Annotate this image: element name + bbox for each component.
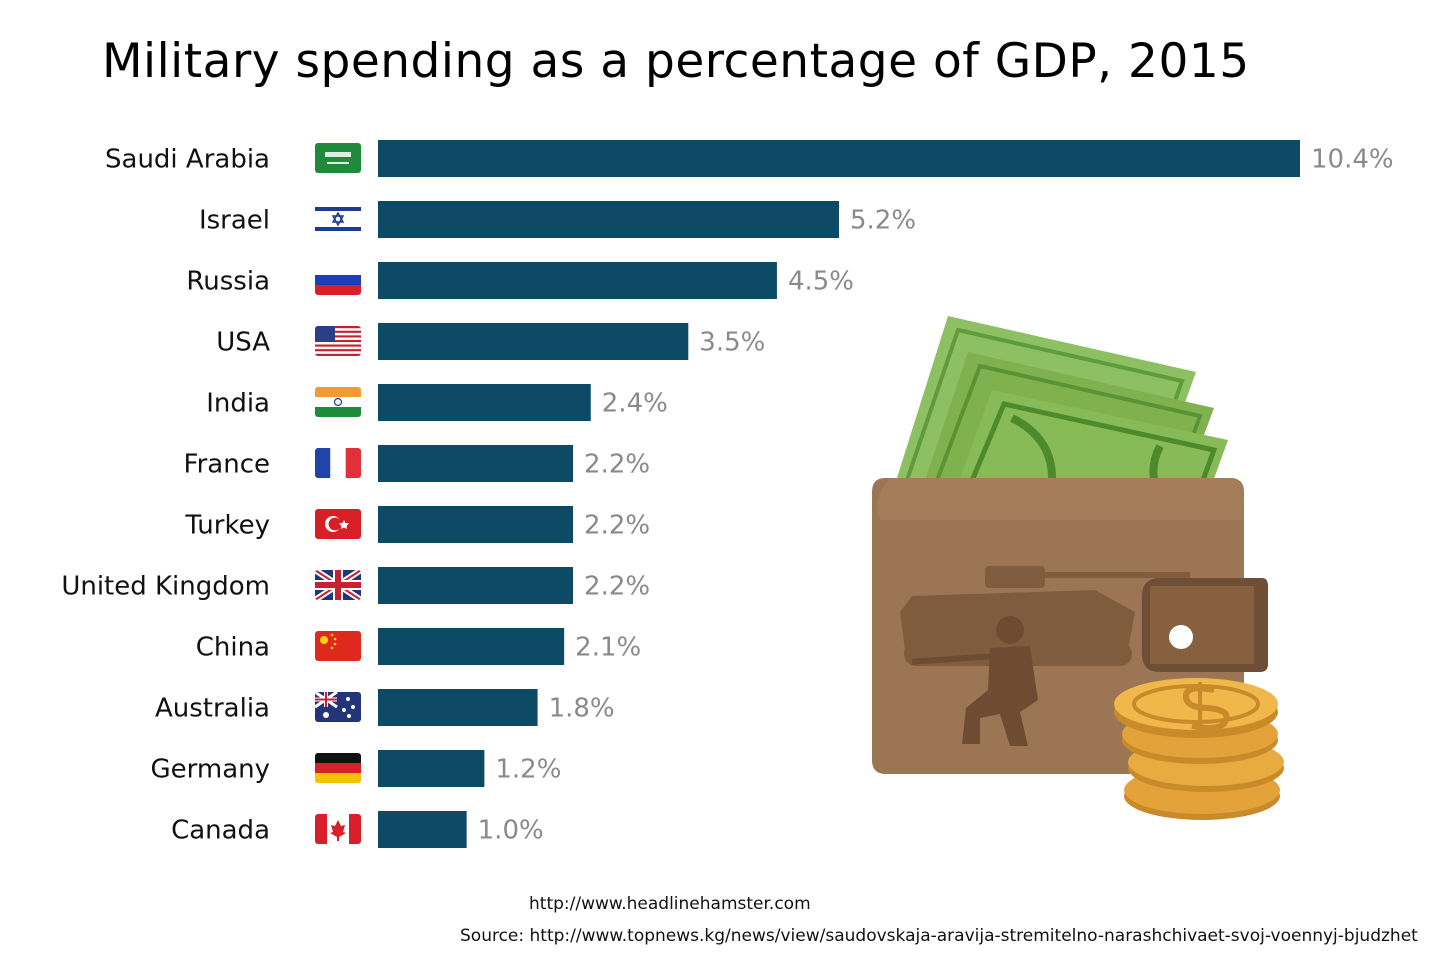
category-label: Canada — [171, 816, 270, 846]
category-label: USA — [216, 328, 270, 358]
category-label: India — [206, 389, 270, 419]
bar-saudi-arabia — [378, 140, 1300, 177]
china-flag-icon — [315, 631, 361, 661]
category-label: Germany — [150, 755, 270, 785]
value-label: 1.2% — [495, 755, 561, 785]
source-citation: Source: http://www.topnews.kg/news/view/… — [460, 926, 1418, 946]
bar-russia — [378, 262, 777, 299]
flags-layer — [315, 143, 361, 844]
coin-stack-icon — [1114, 678, 1284, 820]
bar-australia — [378, 689, 538, 726]
canada-flag-icon — [315, 814, 361, 844]
category-label: Russia — [186, 267, 270, 297]
value-label: 2.2% — [584, 450, 650, 480]
category-label: United Kingdom — [61, 572, 270, 602]
bar-israel — [378, 201, 839, 238]
india-flag-icon — [315, 387, 361, 417]
value-label: 5.2% — [850, 206, 916, 236]
value-label: 4.5% — [788, 267, 854, 297]
value-label: 2.2% — [584, 572, 650, 602]
australia-flag-icon — [315, 692, 361, 722]
bars-layer: Saudi Arabia 10.4% Israel 5.2% Russia 4.5% USA… — [61, 140, 1394, 848]
bar-china — [378, 628, 565, 665]
bar-germany — [378, 750, 485, 787]
value-label: 2.4% — [602, 389, 668, 419]
value-label: 2.1% — [575, 633, 641, 663]
value-label: 1.0% — [478, 816, 544, 846]
category-label: Turkey — [184, 511, 270, 541]
france-flag-icon — [315, 448, 361, 478]
bar-usa — [378, 323, 689, 360]
germany-flag-icon — [315, 753, 361, 783]
soldier-silhouette-icon — [911, 616, 1038, 746]
saudi-arabia-flag-icon — [315, 143, 361, 173]
category-label: Saudi Arabia — [105, 145, 270, 175]
value-label: 1.8% — [549, 694, 615, 724]
value-label: 10.4% — [1311, 145, 1394, 175]
chart-title: Military spending as a percentage of GDP… — [102, 34, 1250, 89]
category-label: France — [184, 450, 270, 480]
bar-france — [378, 445, 574, 482]
category-label: China — [196, 633, 270, 663]
israel-flag-icon — [315, 204, 361, 234]
united-kingdom-flag-icon — [315, 570, 361, 600]
bar-canada — [378, 811, 467, 848]
bar-india — [378, 384, 591, 421]
wallet-with-money-and-coins-icon — [872, 316, 1284, 820]
turkey-flag-icon — [315, 509, 361, 539]
watermark-url: http://www.headlinehamster.com — [529, 894, 811, 914]
bar-turkey — [378, 506, 574, 543]
value-label: 2.2% — [584, 511, 650, 541]
russia-flag-icon — [315, 265, 361, 295]
bar-united-kingdom — [378, 567, 574, 604]
value-label: 3.5% — [699, 328, 765, 358]
category-label: Australia — [155, 694, 270, 724]
category-label: Israel — [199, 206, 270, 236]
usa-flag-icon — [315, 326, 361, 356]
